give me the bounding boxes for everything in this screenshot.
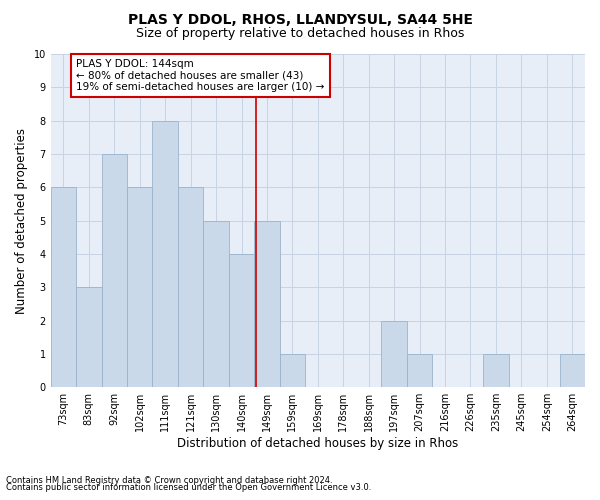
Bar [50, 188, 76, 387]
Bar [407, 354, 433, 387]
Bar [101, 154, 127, 387]
X-axis label: Distribution of detached houses by size in Rhos: Distribution of detached houses by size … [177, 437, 458, 450]
Text: PLAS Y DDOL, RHOS, LLANDYSUL, SA44 5HE: PLAS Y DDOL, RHOS, LLANDYSUL, SA44 5HE [128, 12, 473, 26]
Text: Contains HM Land Registry data © Crown copyright and database right 2024.: Contains HM Land Registry data © Crown c… [6, 476, 332, 485]
Bar [127, 188, 152, 387]
Bar [254, 220, 280, 387]
Bar [280, 354, 305, 387]
Text: Contains public sector information licensed under the Open Government Licence v3: Contains public sector information licen… [6, 484, 371, 492]
Bar [382, 320, 407, 387]
Y-axis label: Number of detached properties: Number of detached properties [15, 128, 28, 314]
Bar [203, 220, 229, 387]
Bar [483, 354, 509, 387]
Bar [560, 354, 585, 387]
Bar [76, 287, 101, 387]
Bar [229, 254, 254, 387]
Bar [152, 120, 178, 387]
Text: PLAS Y DDOL: 144sqm
← 80% of detached houses are smaller (43)
19% of semi-detach: PLAS Y DDOL: 144sqm ← 80% of detached ho… [76, 59, 325, 92]
Bar [178, 188, 203, 387]
Text: Size of property relative to detached houses in Rhos: Size of property relative to detached ho… [136, 28, 464, 40]
